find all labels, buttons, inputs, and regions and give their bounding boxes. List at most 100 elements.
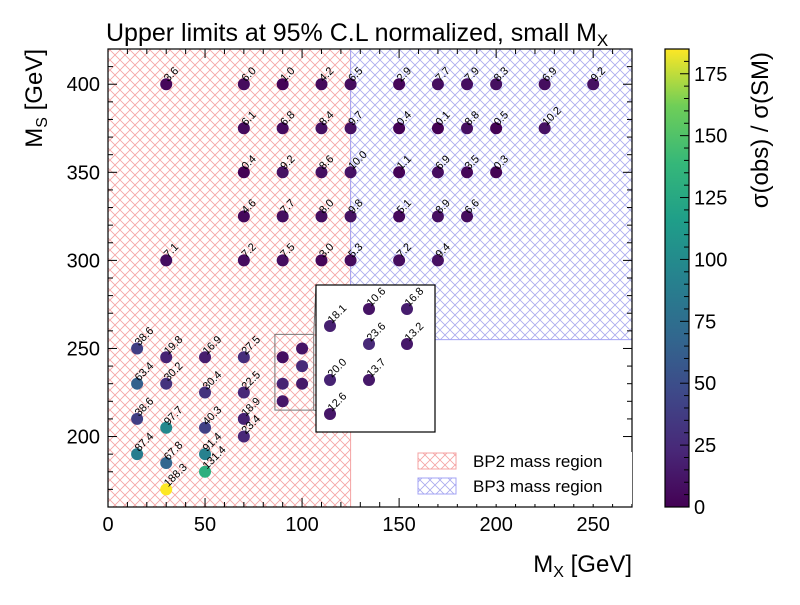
- data-point: [461, 122, 474, 135]
- inset-point: [401, 338, 413, 350]
- data-point: [160, 254, 173, 267]
- x-tick-label: 100: [285, 514, 318, 536]
- data-point: [160, 456, 173, 469]
- data-point: [431, 78, 444, 91]
- data-point: [296, 342, 309, 355]
- data-point: [199, 351, 212, 364]
- data-point: [344, 122, 357, 135]
- data-point: [276, 166, 289, 179]
- data-point: [431, 166, 444, 179]
- colorbar-tick-label: 150: [694, 126, 727, 148]
- data-point: [296, 360, 309, 373]
- colorbar-label: σ(obs) / σ(SM): [747, 52, 774, 208]
- data-point: [237, 166, 250, 179]
- chart-title: Upper limits at 95% C.L normalized, smal…: [106, 19, 608, 50]
- region-bp2: [108, 49, 352, 507]
- data-point: [538, 122, 551, 135]
- data-point: [276, 78, 289, 91]
- data-point: [315, 78, 328, 91]
- y-axis-label: MS [GeV]: [21, 49, 51, 148]
- legend-swatch: [417, 452, 457, 470]
- data-point: [461, 166, 474, 179]
- data-point: [160, 351, 173, 364]
- data-point: [315, 254, 328, 267]
- data-point: [315, 166, 328, 179]
- data-point: [490, 122, 503, 135]
- data-point: [461, 210, 474, 223]
- y-tick-label: 200: [67, 427, 100, 449]
- y-tick-label: 400: [67, 74, 100, 96]
- data-point: [344, 166, 357, 179]
- inset-source-box: [274, 333, 315, 411]
- data-point: [276, 122, 289, 135]
- inset-point: [324, 374, 336, 386]
- legend-swatch: [417, 477, 457, 495]
- data-point: [237, 386, 250, 399]
- data-point: [315, 210, 328, 223]
- data-point: [160, 78, 173, 91]
- x-axis-label: MX [GeV]: [533, 551, 632, 581]
- colorbar-tick-label: 50: [694, 373, 716, 395]
- data-point: [538, 78, 551, 91]
- data-point: [431, 254, 444, 267]
- y-tick-label: 250: [67, 338, 100, 360]
- x-tick-label: 150: [382, 514, 415, 536]
- data-point: [131, 448, 144, 461]
- colorbar-tick-label: 75: [694, 311, 716, 333]
- inset-box: [315, 284, 436, 433]
- inset-point: [324, 408, 336, 420]
- colorbar-tick-label: 175: [694, 64, 727, 86]
- inset-point: [401, 303, 413, 315]
- data-point: [276, 351, 289, 364]
- x-tick-label: 50: [194, 514, 216, 536]
- data-point: [276, 377, 289, 390]
- data-point: [490, 166, 503, 179]
- data-point: [160, 377, 173, 390]
- data-point: [160, 421, 173, 434]
- data-point: [237, 412, 250, 425]
- data-point: [296, 377, 309, 390]
- x-tick-label: 200: [479, 514, 512, 536]
- data-point: [393, 122, 406, 135]
- data-point: [315, 122, 328, 135]
- data-point: [199, 448, 212, 461]
- data-point: [393, 210, 406, 223]
- data-point: [160, 483, 173, 496]
- data-point: [276, 395, 289, 408]
- data-point: [393, 166, 406, 179]
- x-tick-label: 0: [102, 514, 113, 536]
- legend-label: BP3 mass region: [473, 477, 602, 496]
- legend-label: BP2 mass region: [473, 452, 602, 471]
- data-point: [199, 465, 212, 478]
- data-point: [237, 430, 250, 443]
- data-point: [276, 254, 289, 267]
- data-point: [199, 421, 212, 434]
- data-point: [393, 254, 406, 267]
- data-point: [344, 210, 357, 223]
- data-point: [199, 386, 212, 399]
- data-point: [131, 377, 144, 390]
- data-point: [237, 122, 250, 135]
- data-point: [587, 78, 600, 91]
- inset-point: [324, 320, 336, 332]
- colorbar-tick-label: 0: [694, 497, 705, 519]
- data-point: [344, 78, 357, 91]
- data-point: [237, 254, 250, 267]
- data-point: [131, 412, 144, 425]
- data-point: [344, 254, 357, 267]
- colorbar-tick-label: 125: [694, 188, 727, 210]
- y-tick-label: 350: [67, 162, 100, 184]
- data-point: [431, 210, 444, 223]
- data-point: [490, 78, 503, 91]
- colorbar-tick-label: 25: [694, 435, 716, 457]
- data-point: [431, 122, 444, 135]
- inset-point: [363, 374, 375, 386]
- data-point: [276, 210, 289, 223]
- data-point: [237, 351, 250, 364]
- data-point: [237, 210, 250, 223]
- data-point: [393, 78, 406, 91]
- y-tick-label: 300: [67, 250, 100, 272]
- x-tick-label: 250: [576, 514, 609, 536]
